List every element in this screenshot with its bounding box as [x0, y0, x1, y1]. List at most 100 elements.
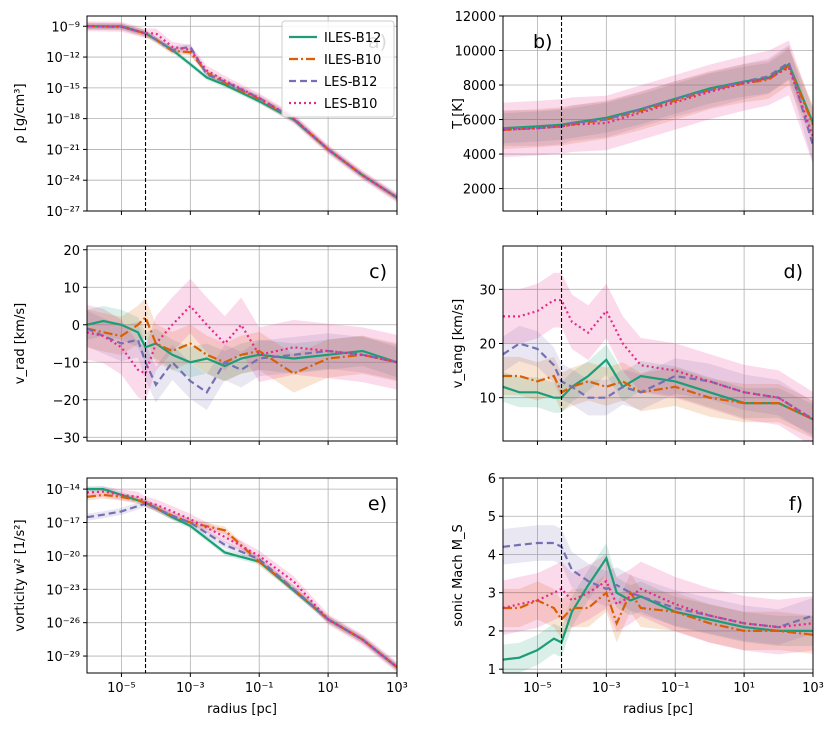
y-tick-label: −20: [53, 394, 80, 409]
x-tick-label: 10⁻³: [592, 681, 621, 696]
legend-entry: ILES-B12: [324, 31, 381, 46]
y-tick-label: 10⁻²⁴: [46, 174, 80, 189]
y-tick-label: −30: [53, 431, 80, 446]
series-line-iles-b10: [87, 315, 397, 375]
series-line-iles-b12: [503, 555, 813, 661]
axes-frame: [502, 15, 814, 212]
legend: ILES-B12 ILES-B10 LES-B12 LES-B10: [281, 20, 395, 118]
panel-c: −30 −20 −10 0 10 20 v_rad [km/s] c): [13, 244, 398, 446]
plot-area-e: [87, 486, 397, 673]
y-tick-label: 4: [488, 548, 496, 563]
series-line-iles-b12: [87, 488, 397, 669]
band-les-b10: [503, 272, 813, 441]
series-line-les-b10: [503, 299, 813, 421]
y-tick-label: 4000: [463, 148, 496, 163]
panel-label: c): [369, 261, 387, 283]
y-tick-label: 20: [63, 244, 80, 259]
y-tick-label: 10⁻¹⁸: [46, 113, 80, 128]
y-axis-label: v_tang [km/s]: [451, 299, 466, 388]
y-axis-label: ρ [g/cm³]: [13, 83, 28, 143]
x-axis-label: radius [pc]: [623, 702, 693, 717]
band-les-b10: [503, 40, 813, 165]
band-iles-b12: [87, 486, 397, 671]
y-tick-label: 10: [479, 392, 496, 407]
y-tick-label: 10⁻²⁶: [46, 617, 80, 632]
series-line-iles-b12: [87, 319, 397, 368]
axes-frame: [86, 15, 398, 212]
y-tick-label: 1: [488, 663, 496, 678]
y-tick-label: 6: [488, 472, 496, 487]
panel-e: 10⁻⁵ 10⁻³ 10⁻¹ 10¹ 10³ 10⁻²⁹ 10⁻²⁶ 10⁻²³ 10⁻²⁰ 10…: [13, 477, 408, 717]
series-line-les-b10: [503, 66, 813, 138]
legend-entry: LES-B10: [324, 97, 377, 112]
panel-f: 10⁻⁵ 10⁻³ 10⁻¹ 10¹ 10³ 1 2 3 4 5 6 sonic Mach M_Sra…: [451, 472, 824, 717]
axes-frame: [86, 477, 398, 674]
y-tick-label: 10⁻¹⁷: [46, 517, 80, 532]
y-tick-label: 0: [72, 319, 80, 334]
band-iles-b10: [503, 356, 813, 439]
panel-label: b): [533, 31, 552, 53]
panel-label: d): [784, 261, 803, 283]
series-line-iles-b12: [503, 358, 813, 421]
legend-entry: LES-B12: [324, 75, 377, 90]
y-tick-label: 10⁻²⁹: [46, 650, 80, 665]
axes-frame: [502, 477, 814, 674]
y-axis-label: v_rad [km/s]: [13, 303, 28, 384]
band-les-b12: [87, 310, 397, 410]
y-tick-label: 10⁻⁹: [51, 20, 80, 35]
band-iles-b12: [503, 543, 813, 673]
y-tick-label: 10000: [455, 45, 496, 60]
band-iles-b10: [87, 298, 397, 393]
plot-area-b: [503, 40, 813, 165]
series-line-les-b12: [87, 25, 397, 199]
x-tick-label: 10⁻⁵: [523, 681, 552, 696]
y-axis-label: sonic Mach M_S: [451, 524, 466, 627]
y-tick-label: 2000: [463, 183, 496, 198]
y-tick-label: 10⁻¹²: [46, 51, 80, 66]
band-iles-b10: [87, 491, 397, 671]
band-les-b12: [503, 325, 813, 438]
band-iles-b10: [503, 46, 813, 149]
y-tick-label: 10⁻²¹: [46, 143, 80, 158]
y-tick-label: 10⁻¹⁴: [46, 483, 80, 498]
band-les-b12: [87, 500, 397, 671]
series-line-les-b12: [503, 60, 813, 146]
band-les-b12: [503, 525, 813, 645]
plot-area-d: [503, 272, 813, 441]
x-tick-label: 10⁻³: [176, 681, 205, 696]
y-tick-label: 10⁻¹⁵: [46, 82, 80, 97]
y-tick-label: 3: [488, 587, 496, 602]
y-tick-label: 5: [488, 510, 496, 525]
y-axis-label: vorticity w² [1/s²]: [13, 519, 28, 631]
legend-entry: ILES-B10: [324, 53, 381, 68]
series-line-les-b12: [87, 502, 397, 669]
panel-b: 2000 4000 6000 8000 10000 12000 T [K] b): [451, 10, 814, 215]
panel-label: e): [368, 493, 387, 515]
x-tick-label: 10¹: [317, 681, 339, 696]
panel-a: 10⁻²⁷ 10⁻²⁴ 10⁻²¹ 10⁻¹⁸ 10⁻¹⁵ 10⁻¹² 10⁻⁹ ρ [g/c…: [13, 15, 398, 220]
y-tick-label: 10: [63, 281, 80, 296]
band-iles-b10: [503, 573, 813, 654]
x-tick-label: 10⁻¹: [661, 681, 690, 696]
x-tick-label: 10⁻¹: [245, 681, 274, 696]
y-tick-label: 12000: [455, 10, 496, 25]
series-line-iles-b10: [503, 374, 813, 421]
y-tick-label: 8000: [463, 79, 496, 94]
x-axis-label: radius [pc]: [207, 702, 277, 717]
x-tick-label: 10³: [386, 681, 408, 696]
y-tick-label: 10⁻²⁷: [46, 205, 80, 220]
legend-frame: [281, 20, 395, 118]
plot-area-a: [87, 21, 397, 203]
y-tick-label: 30: [479, 283, 496, 298]
series-line-les-b12: [87, 327, 397, 394]
y-tick-label: 10⁻²³: [46, 583, 80, 598]
y-tick-label: −10: [53, 356, 80, 371]
plot-area-c: [87, 278, 397, 410]
x-tick-label: 10¹: [733, 681, 755, 696]
y-tick-label: 2: [488, 625, 496, 640]
plot-area-f: [503, 525, 813, 673]
band-iles-b12: [503, 49, 813, 144]
y-axis-label: T [K]: [451, 98, 466, 130]
y-tick-label: 6000: [463, 114, 496, 129]
y-tick-label: 20: [479, 338, 496, 353]
